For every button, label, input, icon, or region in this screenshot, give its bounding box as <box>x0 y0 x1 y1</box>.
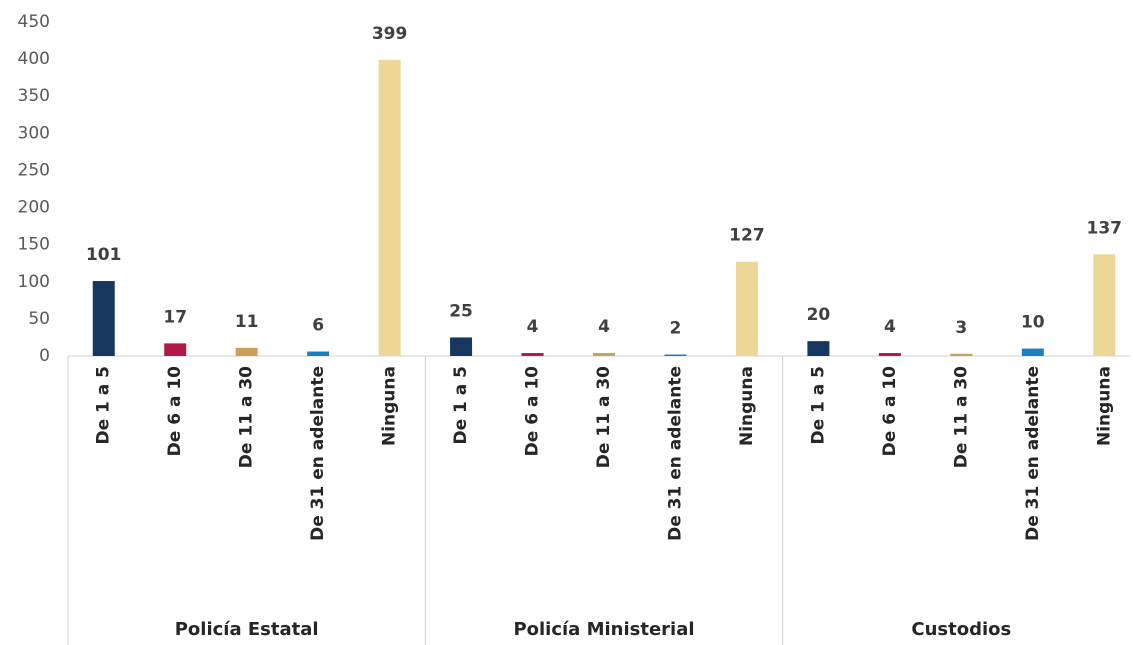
y-tick-label: 400 <box>18 49 50 69</box>
y-tick-label: 250 <box>18 160 50 180</box>
x-tick-label: De 6 a 10 <box>880 366 900 457</box>
data-label: 127 <box>729 226 765 246</box>
bar <box>664 354 687 356</box>
y-tick-label: 300 <box>18 123 50 143</box>
bar <box>1093 254 1116 356</box>
y-tick-label: 0 <box>39 346 50 366</box>
data-label: 137 <box>1087 218 1123 238</box>
y-tick-label: 200 <box>18 198 50 218</box>
data-label: 25 <box>449 301 473 321</box>
data-label: 4 <box>527 317 539 337</box>
bar <box>878 353 901 356</box>
group-label: Custodios <box>911 619 1011 640</box>
x-tick-label: De 11 a 30 <box>594 366 614 468</box>
y-tick-label: 100 <box>18 272 50 292</box>
bar <box>1021 348 1044 356</box>
group-label: Policía Estatal <box>175 619 319 640</box>
x-tick-label: De 1 a 5 <box>94 366 114 445</box>
bar <box>378 59 401 356</box>
data-label: 10 <box>1021 313 1045 333</box>
x-tick-label: De 31 en adelante <box>1023 366 1043 541</box>
x-tick-label: De 11 a 30 <box>951 366 971 468</box>
bar <box>950 353 973 356</box>
x-tick-label: De 6 a 10 <box>165 366 185 457</box>
bar <box>521 353 544 356</box>
y-tick-label: 150 <box>18 235 50 255</box>
data-label: 20 <box>807 305 831 325</box>
x-tick-label: De 11 a 30 <box>237 366 257 468</box>
data-label: 11 <box>235 312 259 332</box>
group-label: Policía Ministerial <box>513 619 694 640</box>
bar <box>807 341 830 356</box>
data-label: 17 <box>163 307 187 327</box>
bar <box>164 343 187 356</box>
data-label: 399 <box>372 24 408 44</box>
data-label: 3 <box>955 318 967 338</box>
data-label: 6 <box>312 316 324 336</box>
x-tick-label: De 31 en adelante <box>308 366 328 541</box>
bar <box>307 351 330 356</box>
bar <box>235 347 258 356</box>
y-tick-label: 350 <box>18 86 50 106</box>
bar <box>735 261 758 356</box>
x-tick-label: De 6 a 10 <box>523 366 543 457</box>
data-label: 2 <box>670 319 682 339</box>
data-label: 101 <box>86 245 122 265</box>
y-tick-label: 450 <box>18 12 50 32</box>
bar <box>593 353 615 356</box>
y-tick-label: 50 <box>28 309 50 329</box>
data-label: 4 <box>598 317 610 337</box>
x-tick-label: Ninguna <box>737 366 757 446</box>
x-tick-label: Ninguna <box>1094 366 1114 446</box>
x-tick-label: De 1 a 5 <box>451 366 471 445</box>
data-label: 4 <box>884 317 896 337</box>
x-tick-label: De 1 a 5 <box>808 366 828 445</box>
x-tick-label: Ninguna <box>380 366 400 446</box>
bar <box>450 337 473 356</box>
x-tick-label: De 31 en adelante <box>665 366 685 541</box>
bar <box>92 281 115 356</box>
